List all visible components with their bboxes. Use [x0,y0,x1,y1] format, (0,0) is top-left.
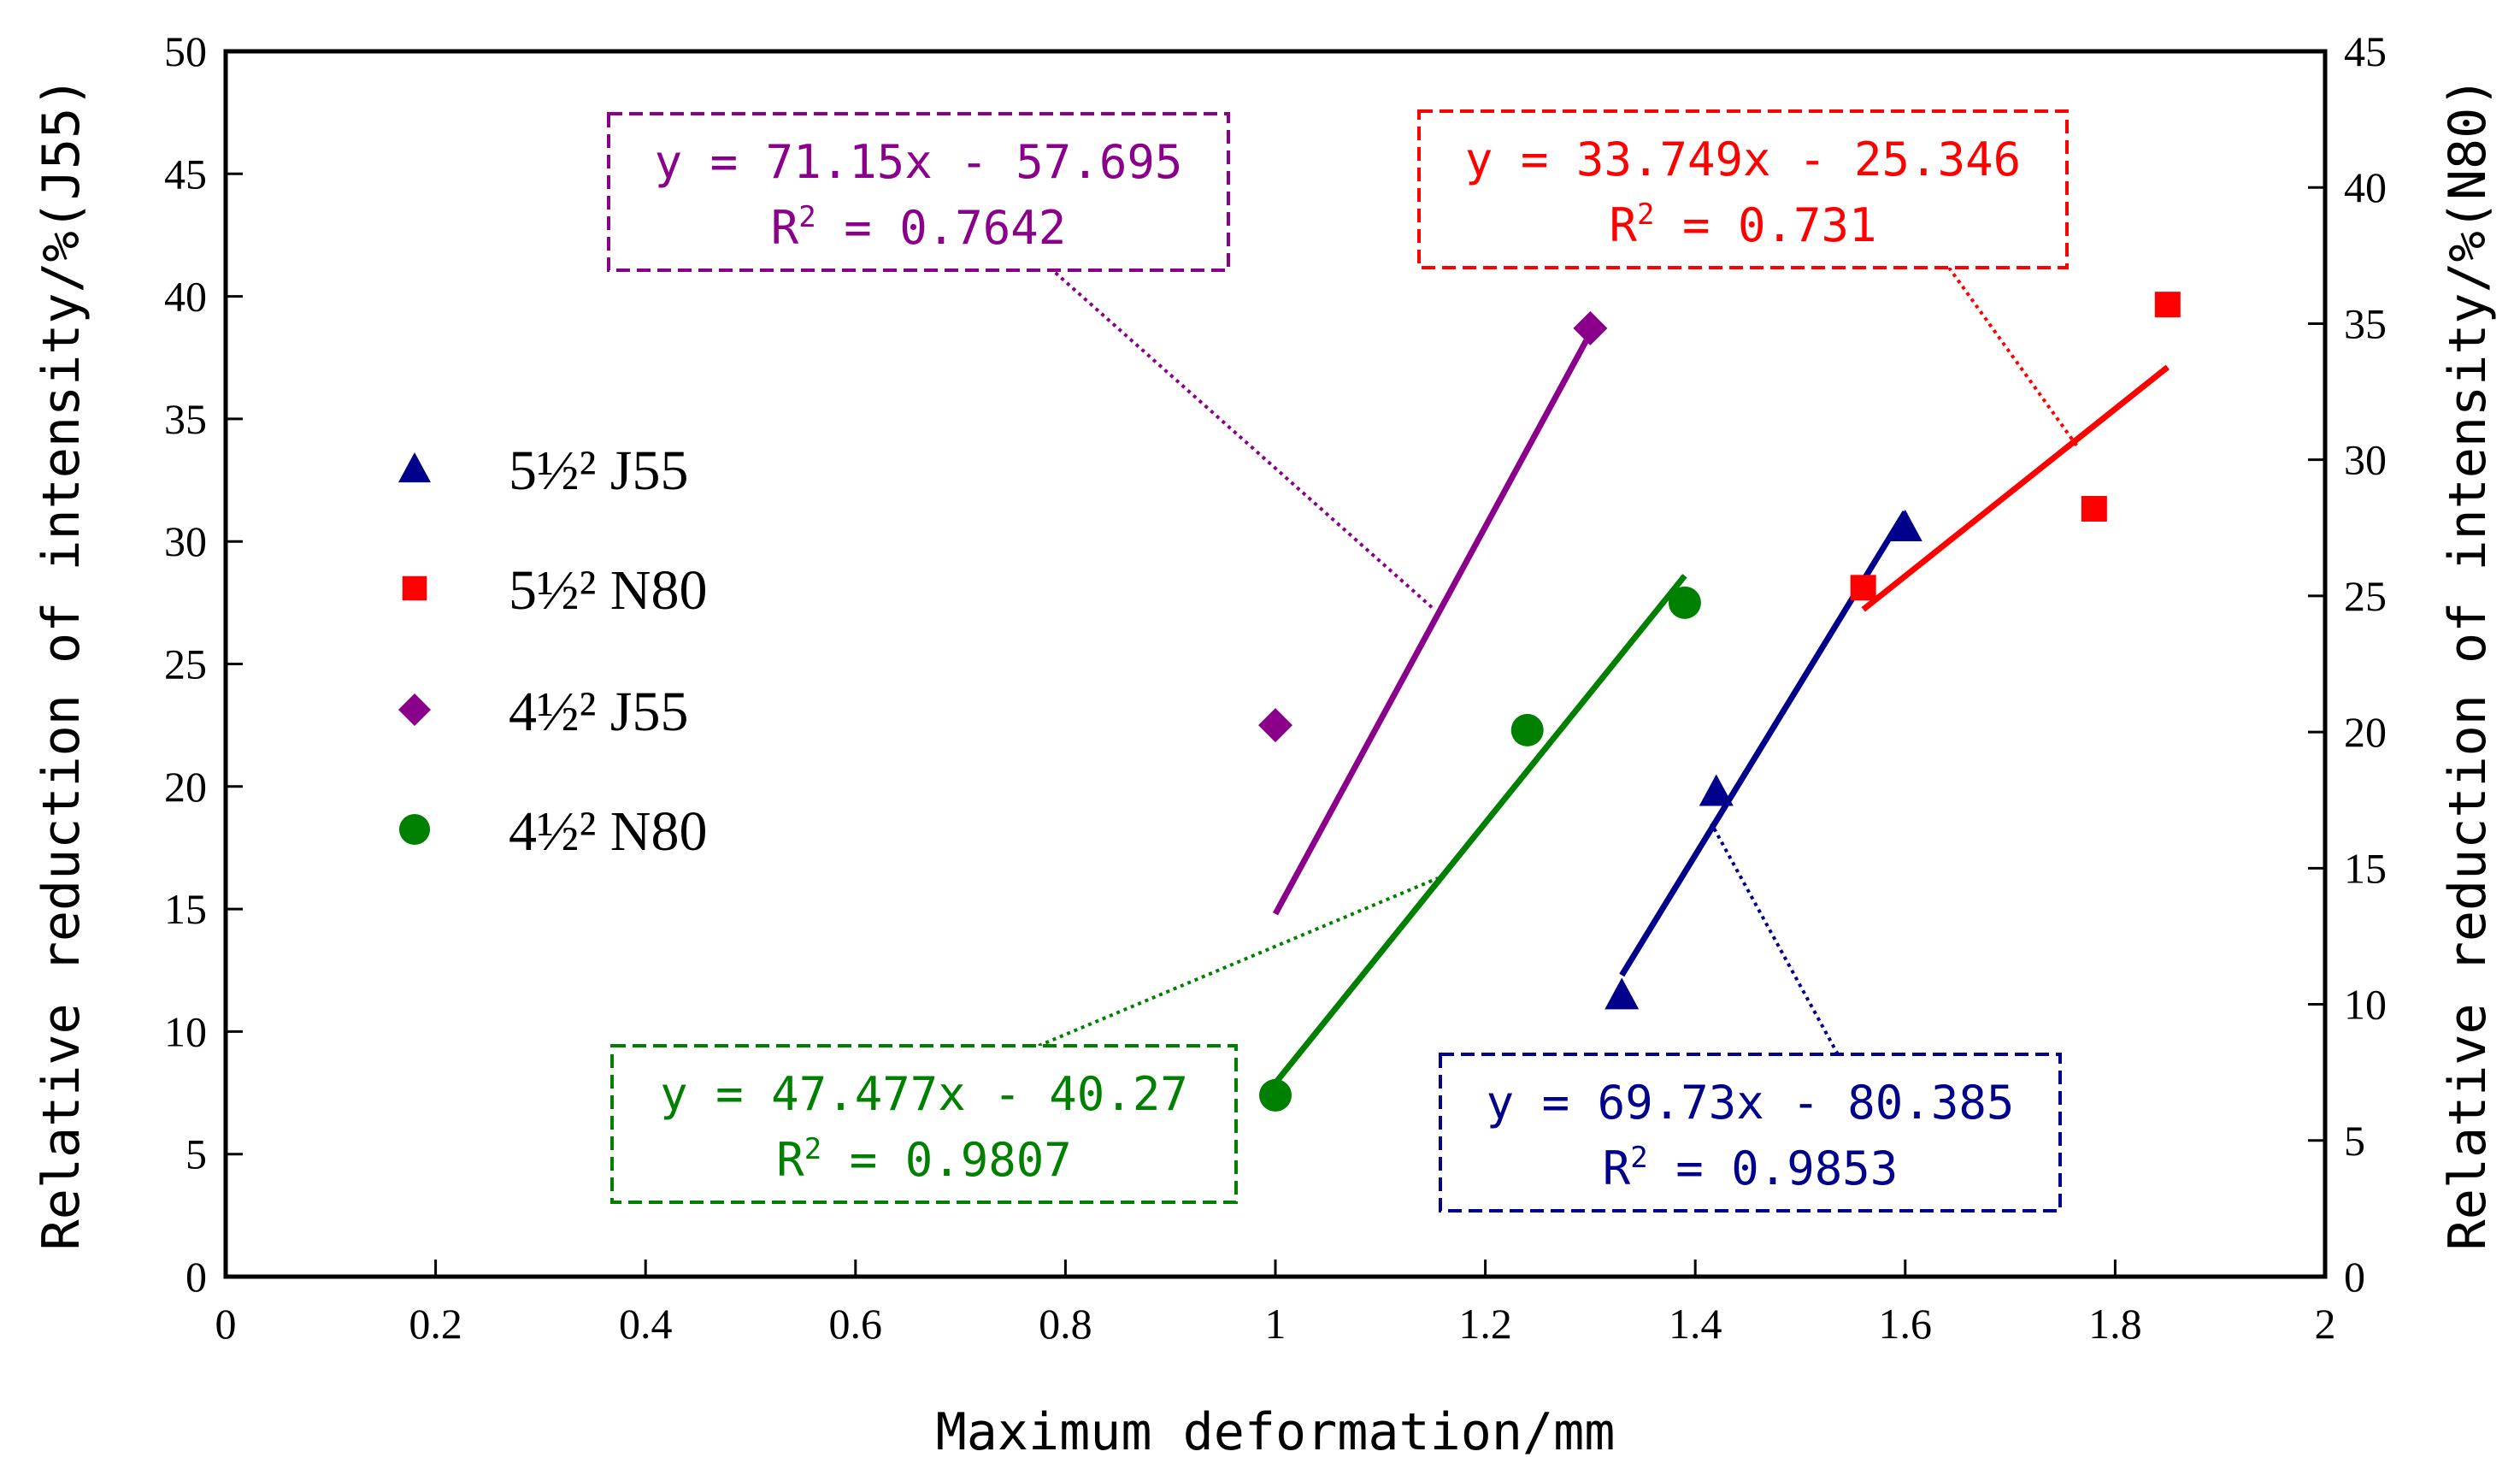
x-tick-label: 0.4 [619,1300,673,1348]
r-squared-text-n80_55: R2 = 0.731 [1609,198,1876,252]
y-left-tick-label: 30 [164,517,207,565]
x-tick-label: 1 [1265,1300,1286,1348]
x-tick-label: 1.2 [1458,1300,1512,1348]
data-point-n80_55 [1850,575,1876,601]
y-right-tick-label: 20 [2344,708,2387,756]
equation-text-j55_45: y = 71.15x - 57.695 [655,135,1183,189]
legend: 5½² J55 5½² N80 4½² J55 4½² N80 [398,440,707,863]
trendline-n80_45 [1273,574,1687,1085]
leader-line-n80_45 [1038,876,1439,1047]
leader-line-n80_55 [1947,266,2079,448]
equation-text-n80_55: y = 33.749x - 25.346 [1465,133,2021,186]
equation-box-n80_45 [610,1044,1238,1204]
y-left-tick-label: 20 [164,763,207,811]
legend-label-n80_45: 4½² N80 [509,800,707,863]
r-squared-text-n80_45: R2 = 0.9807 [776,1132,1072,1187]
x-tick-label: 1.6 [1879,1300,1933,1348]
y-left-tick-label: 10 [164,1007,207,1055]
data-point-n80_45 [1259,1078,1292,1112]
data-point-j55_45 [1258,708,1292,743]
y-left-tick-label: 25 [164,640,207,688]
leader-line-j55_55 [1710,823,1840,1055]
x-tick-label: 0.2 [409,1300,462,1348]
legend-label-n80_55: 5½² N80 [509,559,707,622]
y-left-tick-label: 5 [185,1130,207,1178]
y-right-tick-label: 25 [2344,572,2387,620]
y-right-tick-label: 10 [2344,981,2387,1029]
y-right-tick-label: 35 [2344,299,2387,347]
x-axis-title: Maximum deformation/mm [936,1402,1616,1462]
y-right-tick-label: 5 [2344,1117,2365,1165]
y-left-tick-label: 15 [164,885,207,933]
x-tick-label: 1.8 [2088,1300,2142,1348]
y-axis-right-title: Relative reduction of intensity/%(N80) [2438,77,2498,1251]
data-point-j55_45 [1573,310,1608,345]
legend-label-j55_45: 4½² J55 [509,681,688,743]
y-left-tick-label: 0 [185,1253,207,1301]
x-tick-label: 0.6 [829,1300,883,1348]
data-point-n80_55 [2081,495,2107,522]
equation-text-n80_45: y = 47.477x - 40.27 [660,1067,1188,1121]
legend-marker-j55_55 [398,452,431,483]
plot-layer [1258,292,2181,1112]
data-point-n80_55 [2154,292,2181,318]
data-point-j55_55 [1699,774,1734,806]
r-squared-text-j55_55: R2 = 0.9853 [1603,1141,1899,1195]
equation-text-j55_55: y = 69.73x - 80.385 [1487,1076,2015,1130]
x-tick-label: 2 [2315,1300,2336,1348]
leader-line-j55_45 [1048,266,1435,611]
trendline-j55_45 [1272,331,1593,916]
y-left-tick-label: 35 [164,395,207,443]
y-right-tick-label: 40 [2344,163,2387,211]
y-left-tick-label: 50 [164,27,207,75]
equation-box-j55_45 [607,112,1230,272]
x-tick-label: 1.4 [1669,1300,1722,1348]
legend-label-j55_55: 5½² J55 [509,440,688,502]
trendline-n80_55 [1861,364,2170,612]
x-tick-label: 0 [215,1300,237,1348]
legend-marker-j55_45 [398,693,431,726]
y-left-tick-label: 40 [164,273,207,321]
y-right-tick-label: 30 [2344,436,2387,484]
r-squared-text-j55_45: R2 = 0.7642 [771,200,1067,255]
data-point-n80_45 [1510,713,1544,746]
y-right-tick-label: 0 [2344,1253,2365,1301]
y-left-tick-label: 45 [164,150,207,198]
axes: 0 0.2 0.4 0.6 0.8 1 1.2 1.4 1.6 1.8 20510152025303… [164,27,2387,1348]
annotation-layer: y = 69.73x - 80.385 R2 = 0.9853 y = 33.749… [607,109,2079,1213]
x-tick-label: 0.8 [1039,1300,1092,1348]
y-axis-left-title: Relative reduction of intensity/%(J55) [32,77,91,1251]
data-point-j55_55 [1604,977,1640,1010]
legend-marker-n80_45 [398,813,431,846]
legend-marker-n80_55 [402,575,427,601]
data-point-j55_55 [1887,510,1922,542]
y-right-tick-label: 15 [2344,844,2387,892]
y-right-tick-label: 45 [2344,27,2387,75]
equation-box-j55_55 [1439,1053,2062,1213]
data-point-n80_45 [1668,586,1701,619]
equation-box-n80_55 [1417,109,2069,269]
